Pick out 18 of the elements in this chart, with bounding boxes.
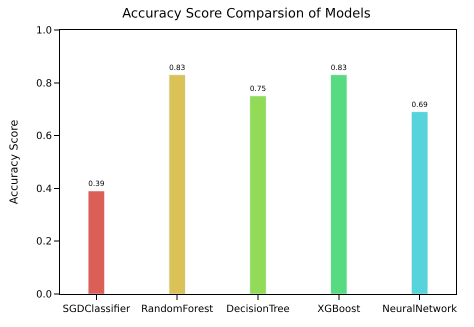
chart-title: Accuracy Score Comparsion of Models	[122, 6, 371, 22]
x-tick-label: SGDClassifier	[62, 304, 131, 315]
x-tick-label: NeuralNetwork	[382, 304, 458, 315]
y-tick-label: 0.8	[36, 78, 52, 90]
bar	[250, 96, 266, 294]
y-tick-label: 0.0	[36, 290, 52, 300]
bar	[88, 190, 105, 294]
x-tick-label: XGBoost	[317, 304, 360, 315]
y-tick-label: 0.6	[36, 131, 52, 142]
x-tick-label: DecisionTree	[226, 304, 290, 315]
bar	[330, 74, 348, 294]
bar	[411, 112, 428, 294]
bar	[168, 74, 186, 294]
x-tick-label: RandomForest	[141, 304, 214, 315]
y-tick-label: 1.0	[36, 26, 52, 36]
y-tick-label: 0.4	[36, 184, 52, 195]
y-axis-title: Accuracy Score	[8, 120, 21, 204]
y-tick-label: 0.2	[36, 236, 52, 248]
